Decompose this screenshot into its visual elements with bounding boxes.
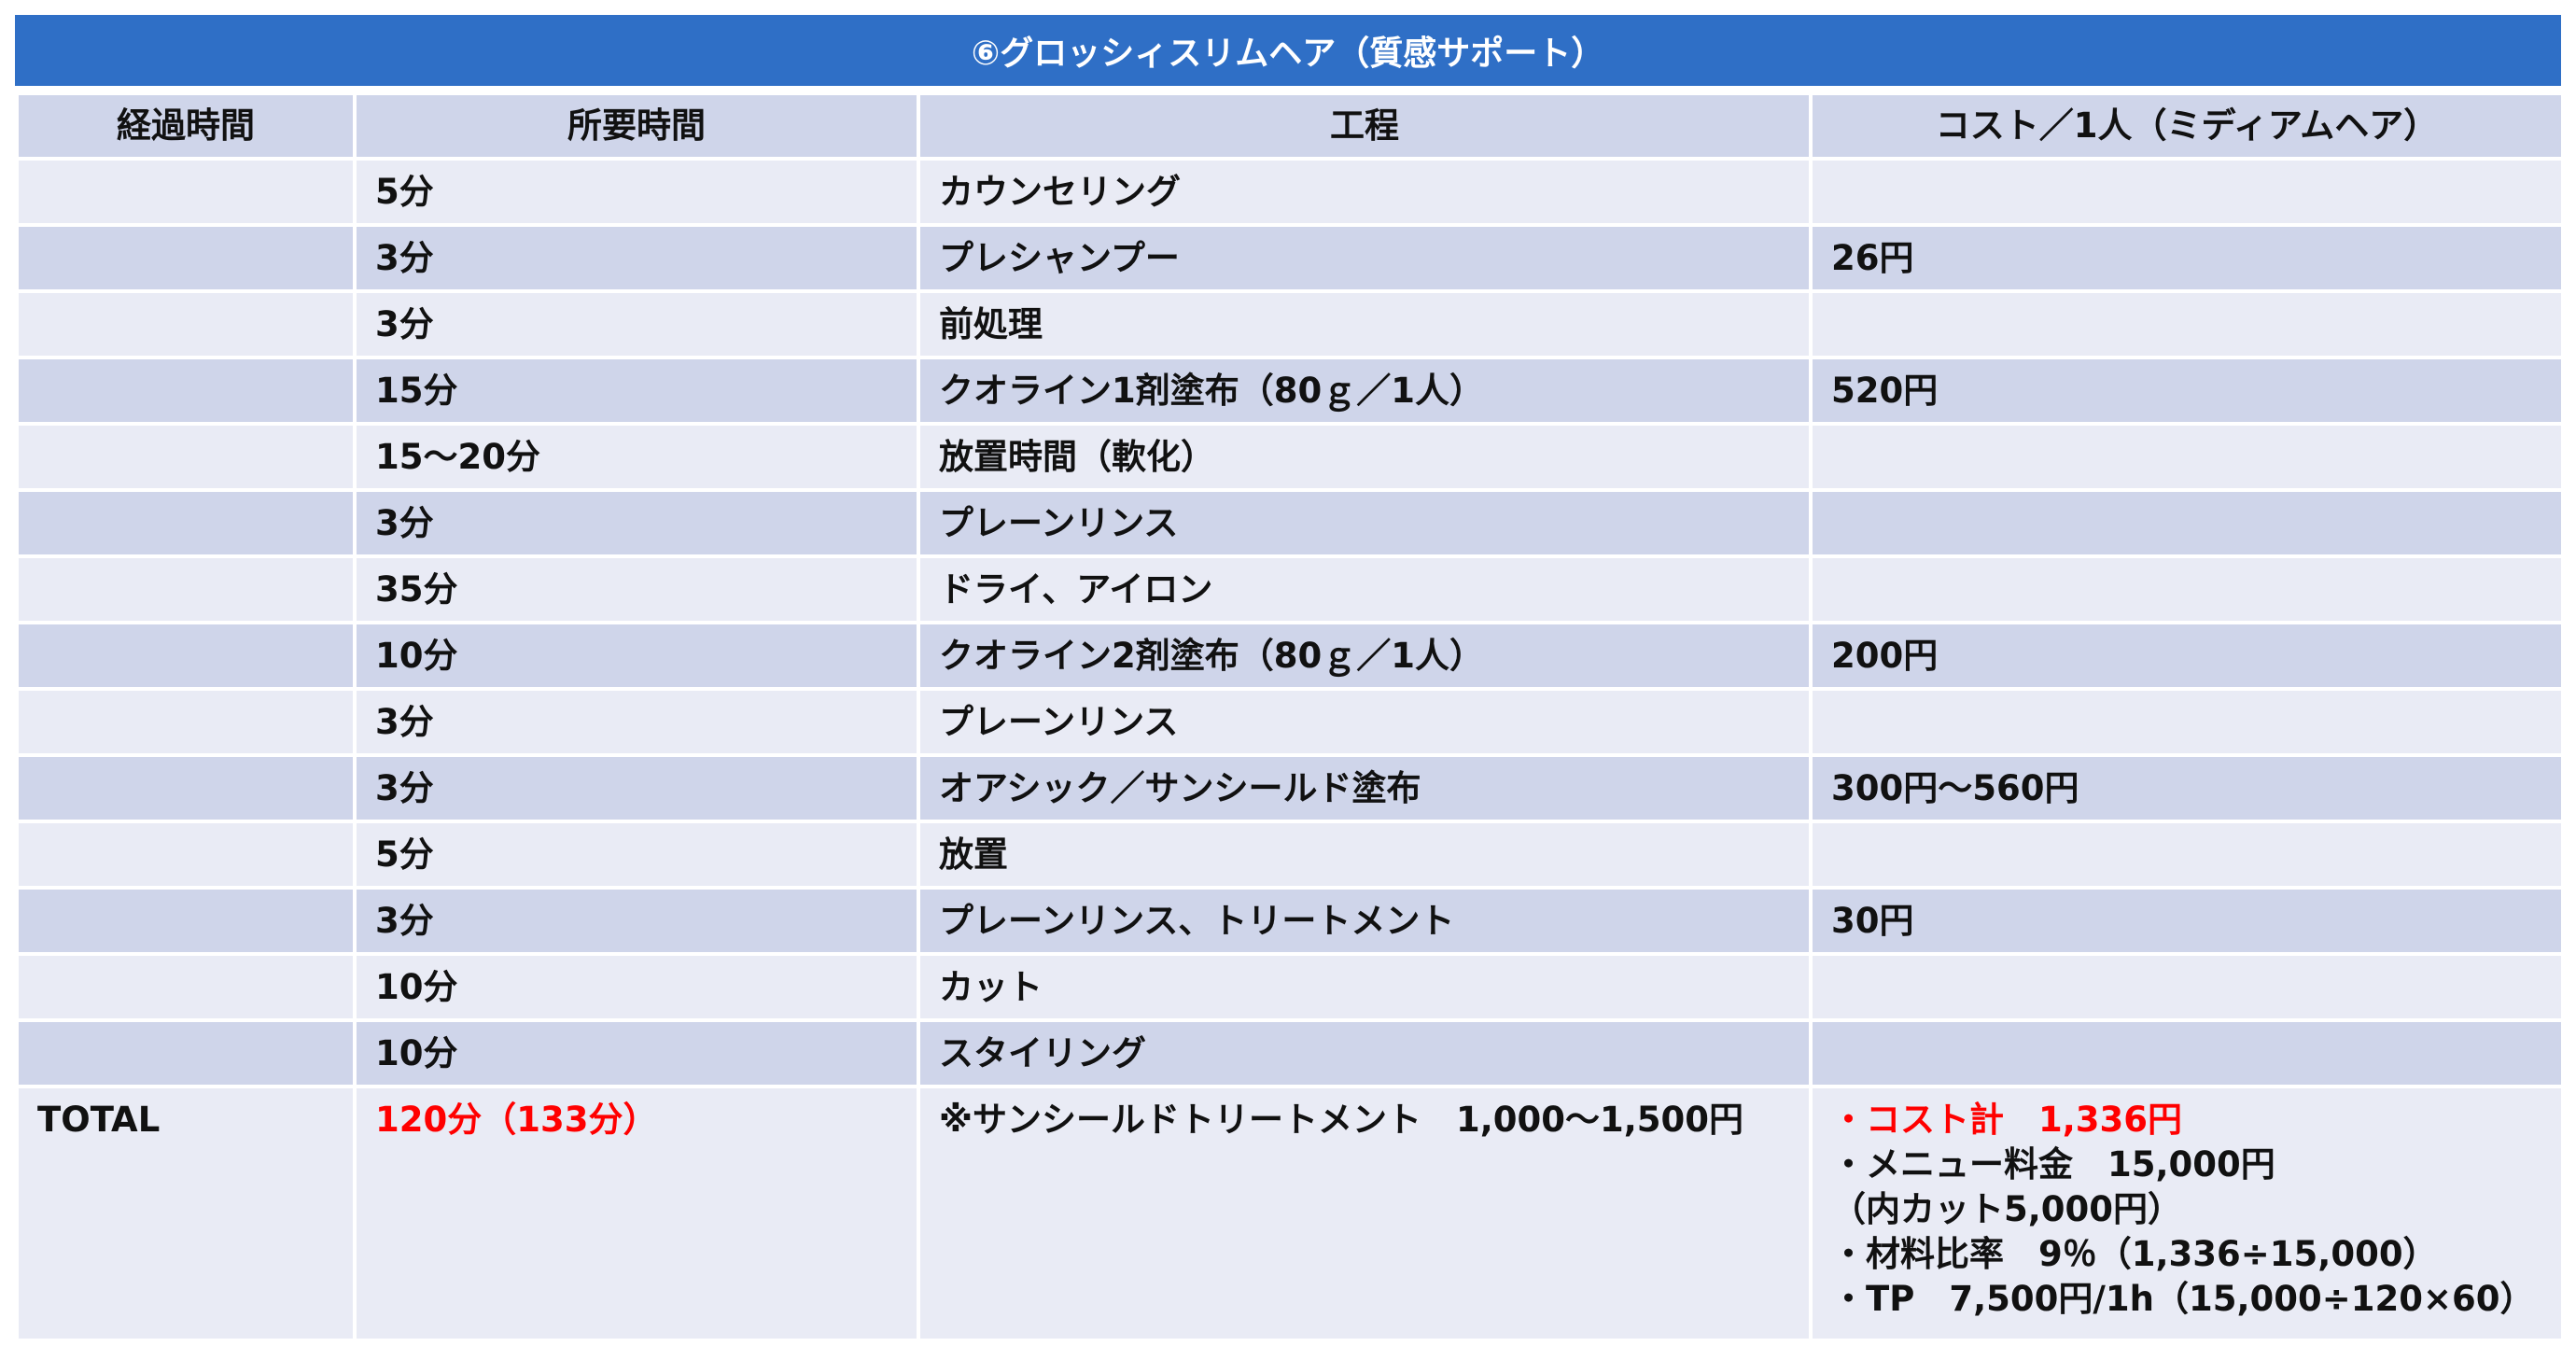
- elapsed-cell: [15, 422, 357, 492]
- header-row: 経過時間 所要時間 工程 コスト／1人（ミディアムヘア）: [15, 91, 2565, 161]
- duration-cell: 3分: [353, 488, 920, 558]
- cost-cell: [1809, 687, 2565, 757]
- elapsed-cell: [15, 223, 357, 293]
- process-cell: プレーンリンス、トリートメント: [917, 886, 1813, 956]
- table-row: 35分 ドライ、アイロン: [15, 554, 2565, 624]
- process-cell: オアシック／サンシールド塗布: [917, 753, 1813, 823]
- process-cell: カット: [917, 952, 1813, 1022]
- cost-cell: 26円: [1809, 223, 2565, 293]
- duration-cell: 3分: [353, 289, 920, 359]
- elapsed-cell: [15, 289, 357, 359]
- cost-summary: ・コスト計 1,336円 ・メニュー料金 15,000円 （内カット5,000円…: [1809, 1085, 2565, 1342]
- summary-cut-price: （内カット5,000円）: [1831, 1189, 2183, 1229]
- cost-cell: [1809, 488, 2565, 558]
- process-cell: プレーンリンス: [917, 488, 1813, 558]
- cost-cell: [1809, 554, 2565, 624]
- cost-cell: 300円～560円: [1809, 753, 2565, 823]
- header-elapsed: 経過時間: [15, 91, 357, 161]
- table-row: 3分 プレーンリンス: [15, 488, 2565, 558]
- process-cell: 放置時間（軟化）: [917, 422, 1813, 492]
- elapsed-cell: [15, 753, 357, 823]
- elapsed-cell: [15, 952, 357, 1022]
- table-row: 10分 クオライン2剤塗布（80ｇ／1人） 200円: [15, 621, 2565, 691]
- cost-cell: 520円: [1809, 356, 2565, 426]
- process-cell: 放置: [917, 820, 1813, 890]
- table-row: 3分 プレシャンプー 26円: [15, 223, 2565, 293]
- duration-cell: 5分: [353, 157, 920, 227]
- cost-cell: [1809, 1018, 2565, 1088]
- process-cell: 前処理: [917, 289, 1813, 359]
- duration-cell: 3分: [353, 886, 920, 956]
- table-row: 3分 前処理: [15, 289, 2565, 359]
- cost-cell: [1809, 952, 2565, 1022]
- elapsed-cell: [15, 488, 357, 558]
- table-row: 15分 クオライン1剤塗布（80ｇ／1人） 520円: [15, 356, 2565, 426]
- duration-cell: 10分: [353, 1018, 920, 1088]
- table-row: 3分 オアシック／サンシールド塗布 300円～560円: [15, 753, 2565, 823]
- elapsed-cell: [15, 820, 357, 890]
- header-duration: 所要時間: [353, 91, 920, 161]
- process-cell: スタイリング: [917, 1018, 1813, 1088]
- header-process: 工程: [917, 91, 1813, 161]
- duration-cell: 3分: [353, 753, 920, 823]
- cost-cell: [1809, 820, 2565, 890]
- summary-menu-price: ・メニュー料金 15,000円: [1831, 1144, 2275, 1185]
- elapsed-cell: [15, 621, 357, 691]
- duration-cell: 35分: [353, 554, 920, 624]
- table-row: 15～20分 放置時間（軟化）: [15, 422, 2565, 492]
- total-row: TOTAL 120分（133分） ※サンシールドトリートメント 1,000～1,…: [15, 1085, 2565, 1342]
- header-cost: コスト／1人（ミディアムヘア）: [1809, 91, 2565, 161]
- duration-cell: 10分: [353, 621, 920, 691]
- elapsed-cell: [15, 157, 357, 227]
- duration-cell: 3分: [353, 223, 920, 293]
- elapsed-cell: [15, 886, 357, 956]
- total-duration: 120分（133分）: [353, 1085, 920, 1342]
- cost-cell: [1809, 157, 2565, 227]
- process-cell: カウンセリング: [917, 157, 1813, 227]
- process-cell: プレーンリンス: [917, 687, 1813, 757]
- process-cell: ドライ、アイロン: [917, 554, 1813, 624]
- elapsed-cell: [15, 687, 357, 757]
- elapsed-cell: [15, 1018, 357, 1088]
- schedule-sheet: ⑥グロッシィスリムヘア（質感サポート） 経過時間 所要時間 工程 コスト／1人（…: [15, 15, 2565, 1342]
- table-row: 10分 スタイリング: [15, 1018, 2565, 1088]
- elapsed-cell: [15, 356, 357, 426]
- table-row: 5分 放置: [15, 820, 2565, 890]
- summary-material-ratio: ・材料比率 9％（1,336÷15,000）: [1831, 1234, 2438, 1274]
- process-table: 経過時間 所要時間 工程 コスト／1人（ミディアムヘア） 5分 カウンセリング …: [15, 91, 2565, 1342]
- table-row: 3分 プレーンリンス、トリートメント 30円: [15, 886, 2565, 956]
- duration-cell: 5分: [353, 820, 920, 890]
- process-cell: クオライン2剤塗布（80ｇ／1人）: [917, 621, 1813, 691]
- cost-cell: 30円: [1809, 886, 2565, 956]
- summary-total-cost: ・コスト計 1,336円: [1831, 1100, 2183, 1140]
- table-row: 10分 カット: [15, 952, 2565, 1022]
- cost-cell: [1809, 422, 2565, 492]
- table-title: ⑥グロッシィスリムヘア（質感サポート）: [15, 15, 2561, 91]
- summary-tp: ・TP 7,500円/1h（15,000÷120×60）: [1831, 1279, 2535, 1319]
- cost-cell: 200円: [1809, 621, 2565, 691]
- table-row: 3分 プレーンリンス: [15, 687, 2565, 757]
- process-cell: プレシャンプー: [917, 223, 1813, 293]
- process-cell: クオライン1剤塗布（80ｇ／1人）: [917, 356, 1813, 426]
- table-row: 5分 カウンセリング: [15, 157, 2565, 227]
- duration-cell: 15～20分: [353, 422, 920, 492]
- duration-cell: 3分: [353, 687, 920, 757]
- total-note: ※サンシールドトリートメント 1,000～1,500円: [917, 1085, 1813, 1342]
- total-label: TOTAL: [15, 1085, 357, 1342]
- duration-cell: 10分: [353, 952, 920, 1022]
- cost-cell: [1809, 289, 2565, 359]
- duration-cell: 15分: [353, 356, 920, 426]
- elapsed-cell: [15, 554, 357, 624]
